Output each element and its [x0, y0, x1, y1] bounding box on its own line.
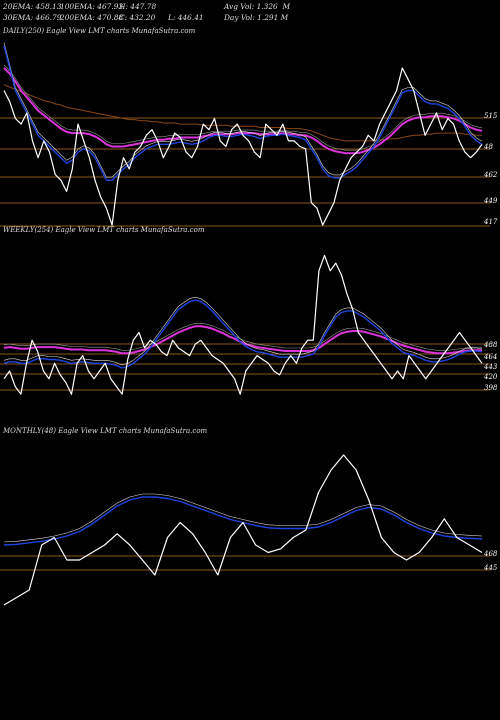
series-ema_200	[3, 84, 482, 142]
series-ema_fast-band	[3, 493, 483, 543]
level-label: 449	[483, 197, 498, 205]
header-row-1: 20EMA: 458.13 100EMA: 467.93 H: 447.78 A…	[3, 2, 290, 47]
level-label: 515	[484, 112, 498, 120]
series-ema_fast	[3, 299, 483, 369]
header-high: H: 447.78	[119, 2, 157, 11]
header-close: C: 432.20	[119, 13, 156, 22]
header-day-vol: Day Vol: 1.291 M	[224, 13, 289, 22]
series-ema_fast	[3, 45, 483, 181]
series-ema_slow	[3, 67, 483, 155]
level-label: 468	[483, 550, 498, 558]
header-avg-vol: Avg Vol: 1.326 M	[224, 2, 291, 11]
weekly-chart-title: WEEKLY(254) Eagle View LMT charts Munafa…	[3, 226, 205, 234]
header-100ema: 100EMA: 467.93	[60, 2, 124, 11]
level-label: 488	[483, 341, 498, 349]
level-label: 464	[483, 353, 497, 361]
level-label: 443	[483, 363, 498, 371]
header-row-2: 30EMA: 466.79 200EMA: 470.88 C: 432.20 L…	[3, 13, 288, 67]
level-label: 445	[483, 564, 498, 572]
header-low: L: 446.41	[168, 13, 204, 22]
level-label: 417	[483, 218, 498, 226]
daily-chart-title: DAILY(250) Eagle View LMT charts MunafaS…	[3, 27, 196, 35]
series-ema_slow-band	[3, 322, 482, 351]
monthly-chart-title: MONTHLY(48) Eagle View LMT charts Munafa…	[3, 427, 208, 435]
level-label: 462	[483, 171, 498, 179]
header-200ema: 200EMA: 470.88	[60, 13, 124, 22]
header-30ema: 30EMA: 466.79	[3, 13, 62, 22]
panel-0: 515 48 462 449 417	[0, 42, 498, 227]
series-price	[3, 254, 483, 395]
series-price	[3, 67, 483, 226]
level-label: 420	[483, 373, 498, 381]
series-ema_fast-band	[3, 42, 483, 178]
header-20ema: 20EMA: 458.13	[3, 2, 62, 11]
level-label: 48	[483, 143, 493, 151]
series-price	[3, 454, 483, 606]
series-ema_slow-band	[3, 64, 483, 151]
panel-2: 468 445	[0, 454, 498, 606]
level-label: 398	[484, 384, 498, 392]
series-ema_slow	[3, 325, 482, 355]
panel-1: 488 464 443 420 398	[0, 254, 498, 395]
